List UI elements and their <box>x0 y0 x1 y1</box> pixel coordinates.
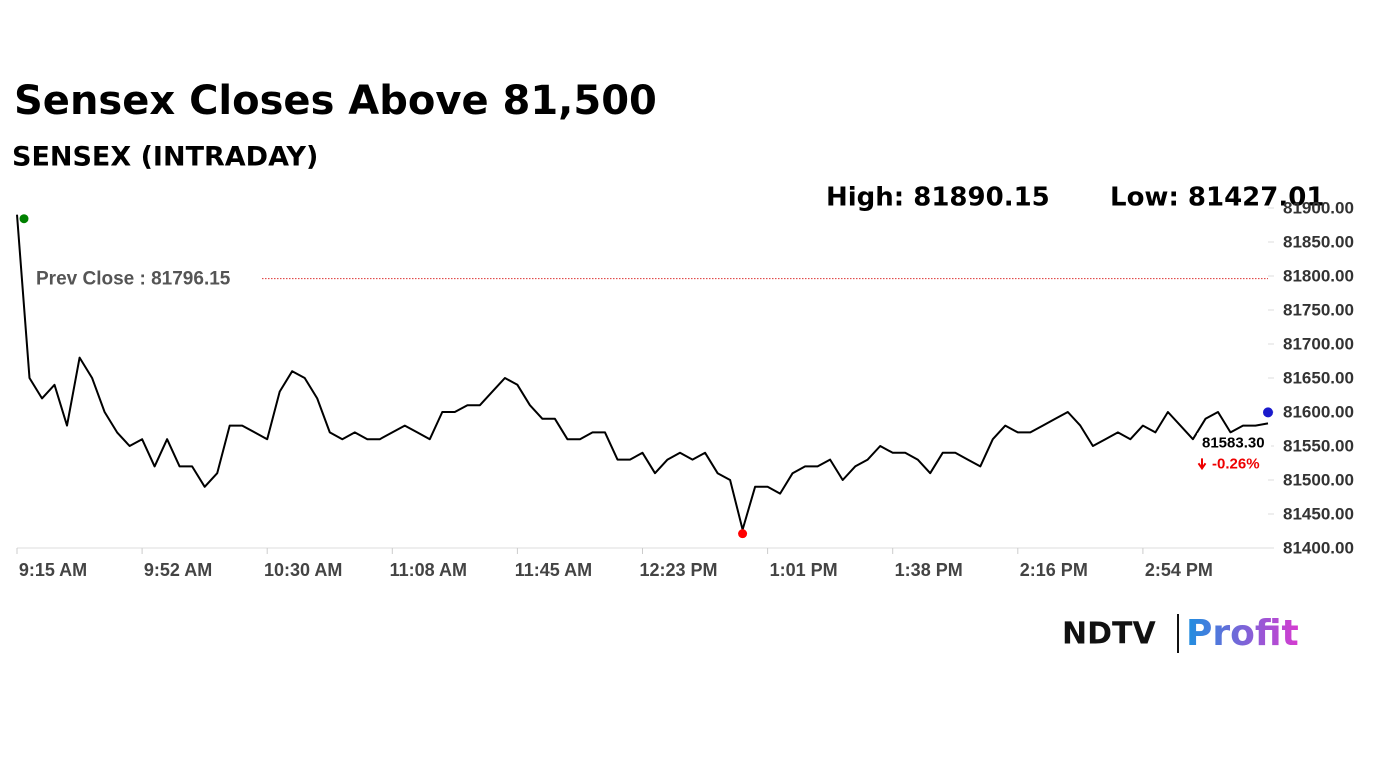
x-tick-label: 9:15 AM <box>19 560 87 580</box>
down-arrow <box>1197 458 1207 471</box>
x-tick-label: 1:38 PM <box>895 560 963 580</box>
y-tick-label: 81750.00 <box>1283 300 1354 319</box>
x-tick-label: 11:08 AM <box>390 560 467 580</box>
y-tick-label: 81600.00 <box>1283 402 1354 421</box>
y-tick-label: 81650.00 <box>1283 368 1354 387</box>
logo-product: Profit <box>1186 613 1299 654</box>
x-tick-label: 11:45 AM <box>515 560 592 580</box>
x-tick-label: 9:52 AM <box>144 560 212 580</box>
y-tick-label: 81850.00 <box>1283 232 1354 251</box>
y-tick-label: 81800.00 <box>1283 266 1354 285</box>
y-tick-label: 81550.00 <box>1283 436 1354 455</box>
high-marker <box>19 214 29 224</box>
chart-subtitle: SENSEX (INTRADAY) <box>12 142 318 173</box>
y-tick-label: 81450.00 <box>1283 504 1354 523</box>
price-line <box>16 214 1269 531</box>
last-box <box>1197 433 1271 476</box>
x-tick-label: 10:30 AM <box>264 560 342 580</box>
last-label: 81583.30 <box>1202 434 1265 451</box>
y-tick-label: 81900.00 <box>1283 198 1354 217</box>
y-tick-label: 81400.00 <box>1283 538 1354 557</box>
x-tick-label: 12:23 PM <box>639 560 717 580</box>
x-tick-label: 1:01 PM <box>770 560 838 580</box>
y-tick-label: 81500.00 <box>1283 470 1354 489</box>
x-tick-label: 2:16 PM <box>1020 560 1088 580</box>
last-marker <box>1263 407 1273 418</box>
y-tick-label: 81700.00 <box>1283 334 1354 353</box>
change-label: -0.26% <box>1212 455 1260 472</box>
prev-close-label: Prev Close : 81796.15 <box>36 269 231 290</box>
x-tick-label: 2:54 PM <box>1145 560 1213 580</box>
low-label: Low: 81427.01 <box>1110 183 1324 213</box>
low-marker <box>738 529 748 539</box>
logo-brand: NDTV <box>1062 617 1156 652</box>
chart-title: Sensex Closes Above 81,500 <box>14 78 657 124</box>
high-label: High: 81890.15 <box>826 183 1050 213</box>
